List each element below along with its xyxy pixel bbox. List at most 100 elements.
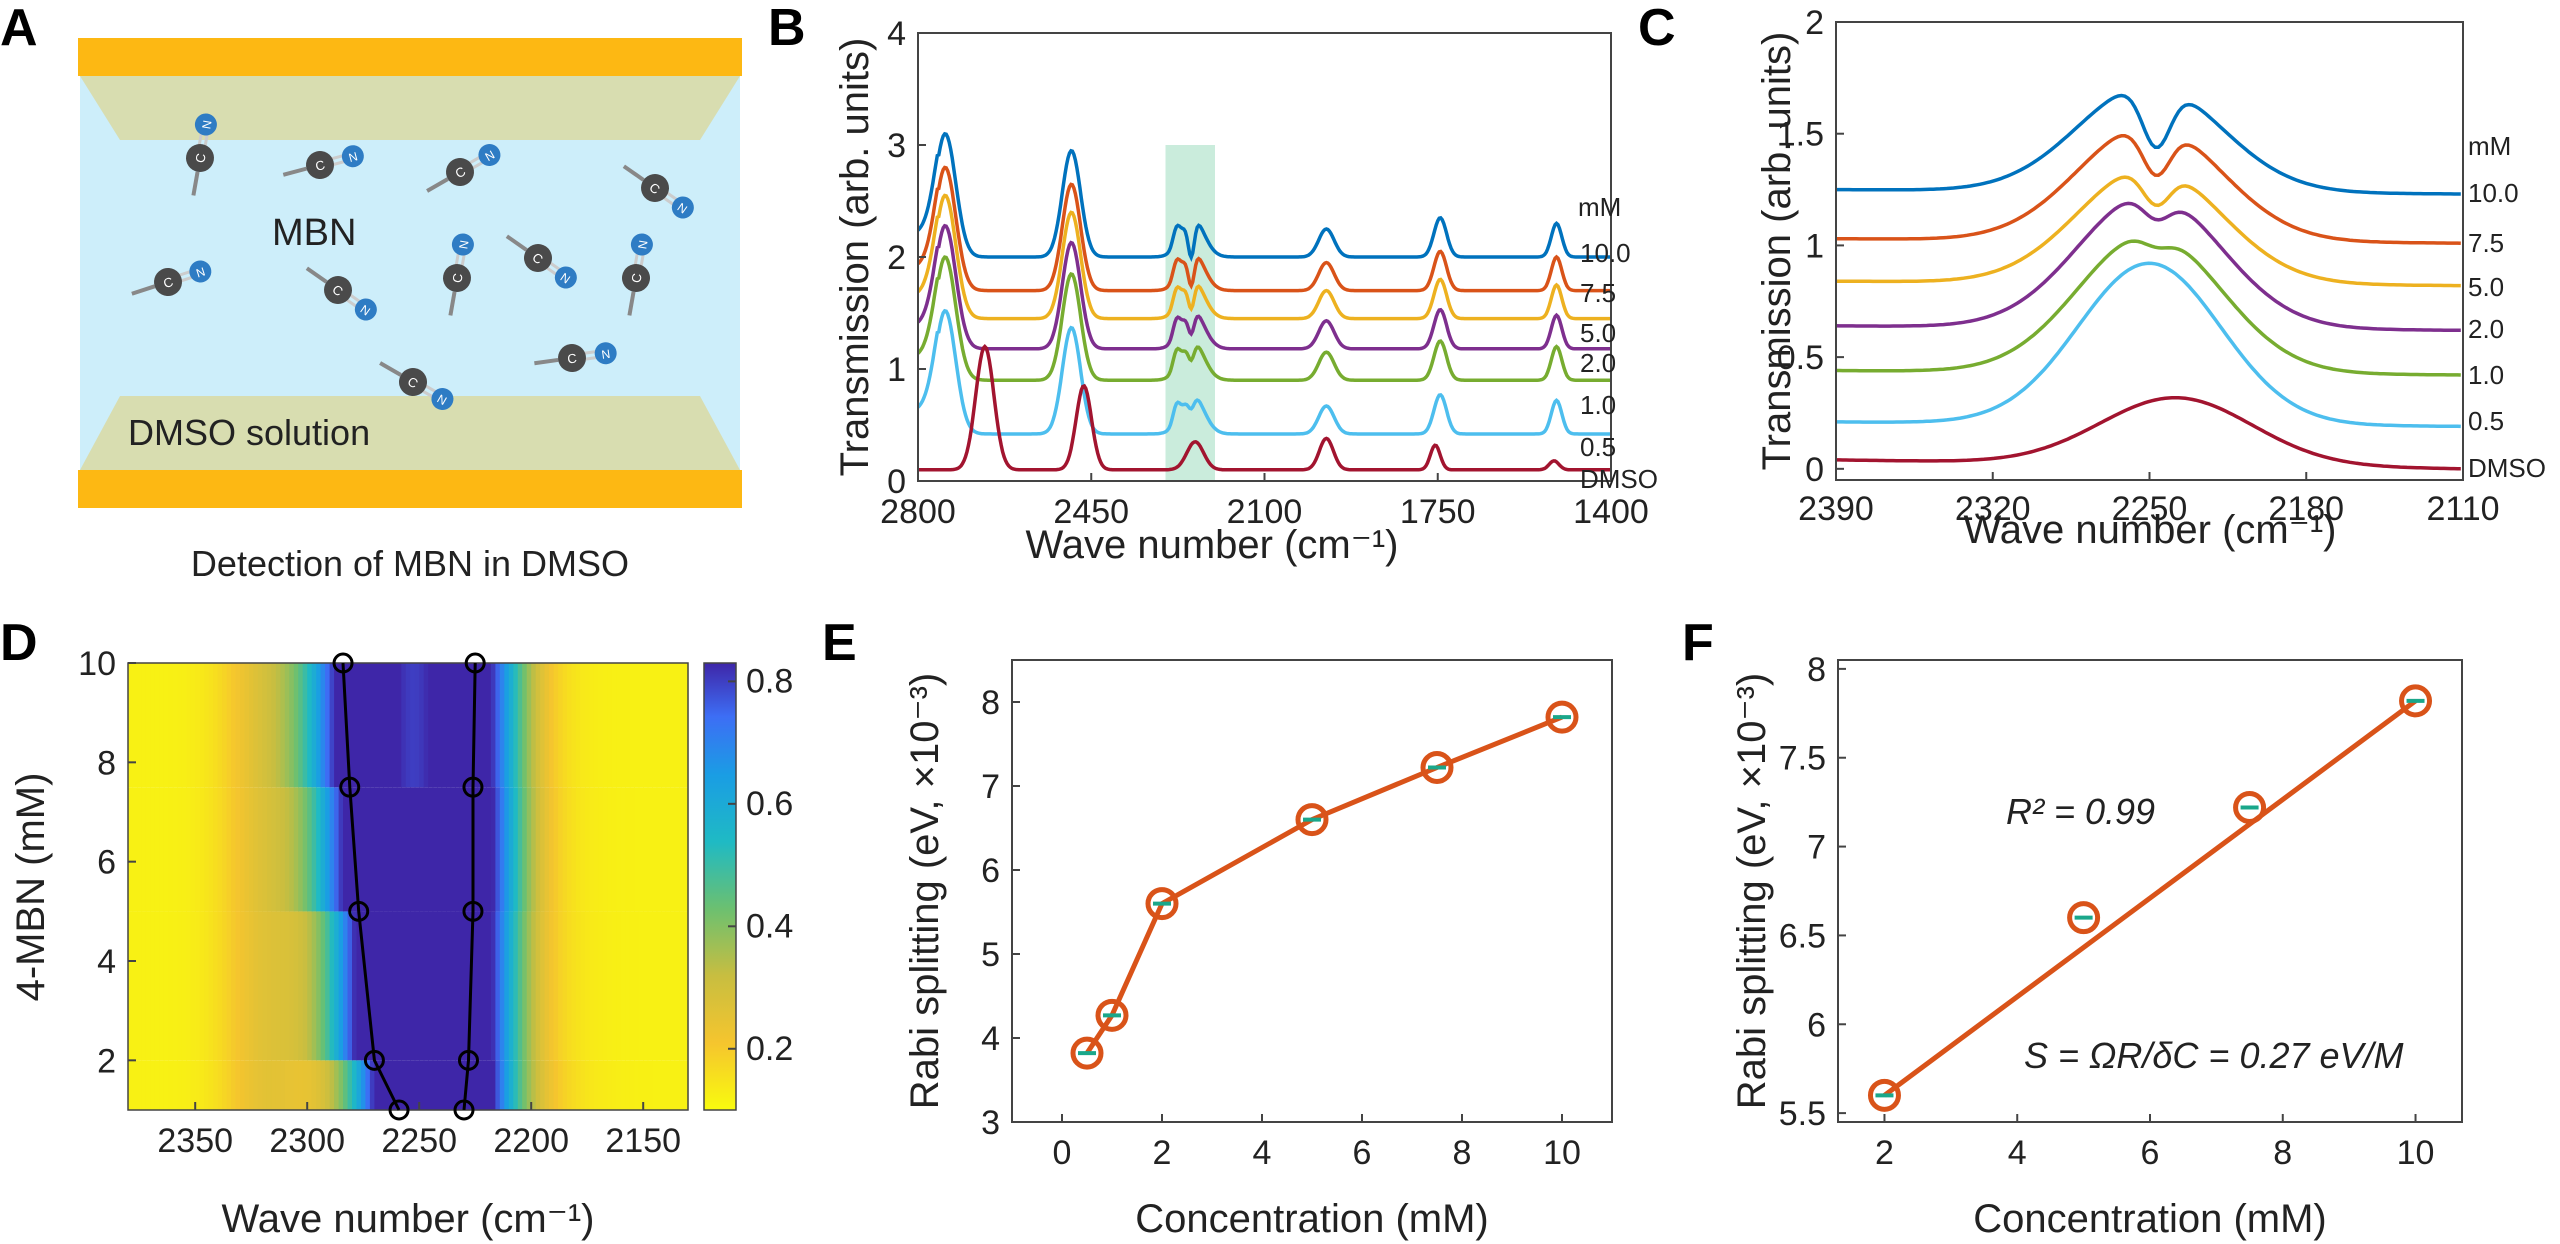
heatmap-cell [217, 663, 223, 788]
heatmap-cell [352, 1060, 358, 1110]
spectrum-line-2.0 [918, 223, 1610, 351]
panel-f-chart: 2 4 6 8 10 5.5 6 6.5 7 7.5 8 R² = 0.99 S = ΩR/δC =… [1730, 651, 2463, 1241]
carbon-atom [446, 158, 474, 186]
heatmap-cell [674, 663, 680, 788]
heatmap-cell [477, 1060, 483, 1110]
heatmap-cell [298, 787, 304, 912]
heatmap-cell [186, 663, 192, 788]
heatmap-cell [405, 911, 411, 1061]
heatmap-cell [392, 663, 398, 788]
heatmap-cell [208, 911, 214, 1061]
heatmap-cell [432, 663, 438, 788]
heatmap-cell [616, 911, 622, 1061]
zoom-spectrum-10.0 [1836, 93, 2461, 196]
heatmap-cell [329, 787, 335, 912]
heatmap-cell [307, 1060, 313, 1110]
heatmap-cell [190, 787, 196, 912]
heatmap-cell [302, 787, 308, 912]
heatmap-cell [159, 1060, 165, 1110]
heatmap-cell [526, 1060, 532, 1110]
legend-entry: 2.0 [1580, 348, 1616, 378]
heatmap-cell [293, 787, 299, 912]
y-tick-label: 5.5 [1779, 1095, 1826, 1133]
panel-c-legend-title: mM [2468, 131, 2511, 161]
heatmap-cell [437, 787, 443, 912]
methyl-bond [282, 166, 307, 177]
heatmap-cell [540, 663, 546, 788]
nitrogen-atom [630, 233, 653, 256]
panel-letter-e: E [822, 614, 857, 672]
heatmap-cell [504, 911, 510, 1061]
heatmap-cell [625, 663, 631, 788]
x-tick-label: 2150 [605, 1122, 681, 1160]
heatmap-cell [495, 1060, 501, 1110]
heatmap-cell [535, 787, 541, 912]
spectrum-line-1.0 [918, 255, 1610, 382]
x-tick-label: 2100 [1227, 493, 1303, 531]
heatmap-cell [405, 663, 411, 788]
zoom-spectrum-2.0 [1836, 201, 2461, 333]
heatmap-cell [486, 911, 492, 1061]
spectrum-line-7.5 [918, 165, 1610, 293]
heatmap-cell [455, 787, 461, 912]
heatmap-cell [428, 787, 434, 912]
heatmap-cell [262, 787, 268, 912]
rabi-line [1084, 714, 1563, 1055]
heatmap-cell [141, 1060, 147, 1110]
heatmap-cell [611, 787, 617, 912]
carbon-symbol: C [628, 272, 644, 284]
heatmap-cell [208, 787, 214, 912]
heatmap-cell [571, 787, 577, 912]
heatmap-cell [634, 911, 640, 1061]
heatmap-cell [567, 663, 573, 788]
heatmap-cell [517, 911, 523, 1061]
panel-c-axes-box [1835, 21, 2464, 481]
heatmap-cell [410, 663, 416, 788]
rabi-point [2399, 684, 2433, 718]
heatmap-cell [271, 663, 277, 788]
heatmap-cell [450, 787, 456, 912]
spectrum-line-0.5 [918, 308, 1610, 436]
heatmap-cell [213, 787, 219, 912]
heatmap-cell [428, 663, 434, 788]
heatmap-cell [414, 1060, 420, 1110]
heatmap-cell [647, 787, 653, 912]
y-tick-label: 0.5 [1777, 339, 1824, 377]
heatmap-cell [670, 1060, 676, 1110]
heatmap-cell [396, 663, 402, 788]
heatmap-cell [526, 911, 532, 1061]
heatmap-cell [284, 1060, 290, 1110]
heatmap-cell [455, 663, 461, 788]
heatmap-cell [137, 787, 143, 912]
polariton-marker [339, 776, 361, 798]
heatmap-cell [674, 911, 680, 1061]
heatmap-cell [226, 1060, 232, 1110]
carbon-atom [443, 264, 471, 292]
heatmap-cell [181, 1060, 187, 1110]
heatmap-cell [656, 787, 662, 912]
heatmap-cell [235, 663, 241, 788]
x-tick-label: 4 [2008, 1134, 2027, 1172]
heatmap-cell [298, 911, 304, 1061]
heatmap-cell [298, 1060, 304, 1110]
x-tick-label: 4 [1253, 1134, 1272, 1172]
heatmap-cell [571, 663, 577, 788]
heatmap-cell [240, 787, 246, 912]
panel-c-ylabel: Transmission (arb. units) [1755, 32, 1799, 471]
heatmap-cell [168, 663, 174, 788]
x-tick-label: 2250 [381, 1122, 457, 1160]
heatmap-cell [168, 1060, 174, 1110]
heatmap-cell [347, 787, 353, 912]
heatmap-cell [495, 911, 501, 1061]
heatmap-cell [464, 663, 470, 788]
methyl-bond [505, 234, 528, 252]
heatmap-cell [320, 663, 326, 788]
heatmap-cell [275, 1060, 281, 1110]
heatmap-cell [468, 787, 474, 912]
y-tick-label: 3 [981, 1104, 1000, 1142]
panel-letter-c: C [1638, 0, 1676, 57]
y-tick-label: 10 [78, 645, 116, 683]
legend-entry: 1.0 [2468, 360, 2504, 390]
heatmap-cell [611, 663, 617, 788]
panel-e-chart: 0 2 4 6 8 10 3 4 5 6 7 8 Concentration (mM) Rabi sp… [903, 659, 1613, 1241]
